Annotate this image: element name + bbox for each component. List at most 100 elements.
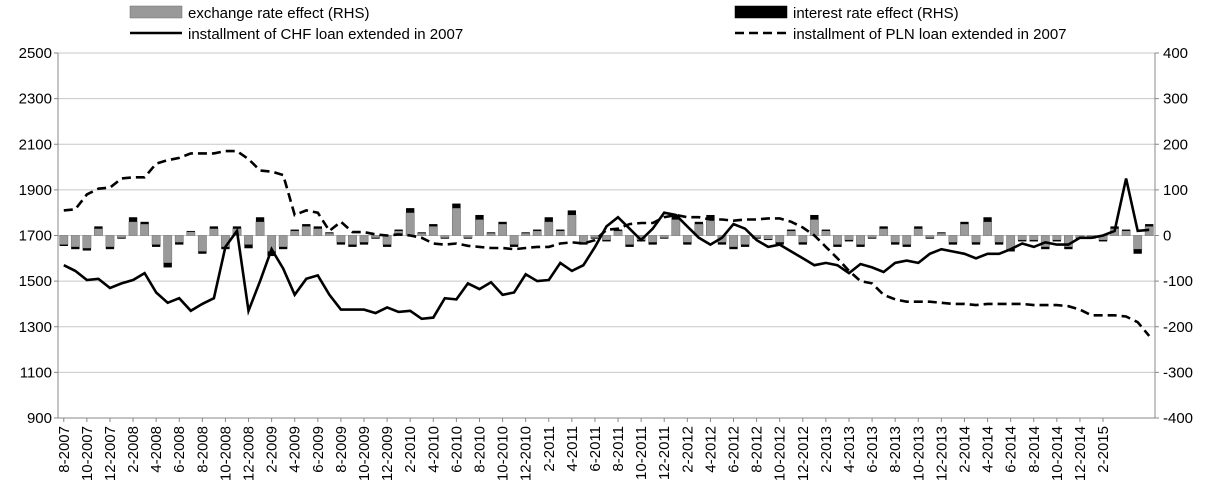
- x-tick-label: 12-2007: [102, 426, 119, 481]
- exchange-rate-bar: [532, 230, 542, 236]
- x-tick-label: 2-2014: [956, 426, 973, 473]
- exchange-rate-bar: [382, 235, 392, 245]
- exchange-rate-bar: [1133, 235, 1143, 250]
- interest-rate-bar: [417, 232, 426, 234]
- x-tick-label: 2-2009: [264, 426, 281, 473]
- exchange-rate-bar: [498, 223, 507, 236]
- exchange-rate-bar: [324, 232, 334, 236]
- interest-rate-bar: [937, 232, 946, 234]
- interest-rate-bar: [186, 230, 195, 232]
- x-tick-label: 6-2009: [310, 426, 327, 473]
- x-tick-label: 8-2008: [194, 426, 211, 473]
- exchange-rate-bar: [348, 235, 357, 245]
- pln-legend-label: installment of PLN loan extended in 2007: [793, 26, 1067, 43]
- exchange-rate-bar: [602, 235, 611, 241]
- x-tick-label: 2-2012: [679, 426, 696, 473]
- interest-rate-bar: [429, 224, 438, 227]
- interest-rate-bar: [613, 229, 623, 231]
- x-tick-label: 2-2008: [125, 426, 142, 473]
- interest-rate-bar: [359, 242, 369, 245]
- left-tick-label: 1100: [20, 364, 52, 381]
- exchange-rate-bar: [648, 235, 658, 243]
- interest-rate-bar: [521, 232, 530, 234]
- right-tick-label: 100: [1163, 182, 1188, 199]
- interest-rate-bar: [452, 203, 461, 209]
- x-tick-label: 10-2013: [910, 426, 927, 481]
- exchange-rate-bar: [960, 223, 969, 236]
- interest-rate-bar: [105, 246, 115, 250]
- x-tick-label: 4-2009: [287, 426, 304, 473]
- exchange-rate-bar: [117, 235, 126, 239]
- x-tick-label: 2-2015: [1095, 426, 1112, 473]
- interest-rate-bar: [567, 210, 577, 215]
- interest-rate-bar: [891, 242, 900, 245]
- exchange-rate-bar: [856, 235, 865, 245]
- x-tick-label: 8-2010: [471, 426, 488, 473]
- exchange-rate-bar: [740, 235, 750, 245]
- interest-rate-bar: [660, 237, 669, 239]
- interest-rate-bar: [798, 242, 807, 245]
- exchange-rate-bar: [706, 219, 715, 236]
- interest-rate-bar: [810, 214, 819, 220]
- right-axis: -400 -300 -200 -100 0 100 200 300 400: [1154, 45, 1193, 427]
- interest-rate-bar: [602, 240, 611, 242]
- x-tick-label: 4-2014: [980, 426, 997, 473]
- interest-rate-bar: [971, 242, 981, 245]
- interest-rate-bar: [175, 242, 184, 245]
- interest-rate-bar: [729, 246, 738, 250]
- interest-rate-bar: [244, 244, 253, 249]
- interest-rate-bar: [371, 237, 380, 239]
- interest-rate-bar: [348, 244, 357, 247]
- exchange-rate-bar: [59, 235, 69, 245]
- exchange-rate-bar: [463, 235, 473, 239]
- interest-rate-bar: [209, 226, 219, 229]
- x-tick-label: 4-2013: [841, 426, 858, 473]
- interest-rate-bar: [325, 232, 334, 234]
- x-tick-label: 8-2012: [749, 426, 766, 473]
- right-tick-label: -400: [1163, 410, 1193, 427]
- exchange-rate-bar: [440, 235, 450, 239]
- exchange-rate-bar: [278, 235, 288, 248]
- interest-rate-bar: [648, 242, 657, 245]
- interest-rate-bar: [313, 226, 322, 229]
- exchange-rate-bar: [197, 235, 207, 252]
- exchange-rate-bar: [186, 231, 196, 236]
- x-tick-label: 8-2009: [333, 426, 350, 473]
- x-tick-label: 6-2008: [171, 426, 188, 473]
- interest-rate-bar: [1041, 246, 1050, 250]
- interest-rate-bar: [336, 242, 346, 245]
- interest-rate-bar: [1029, 240, 1038, 242]
- interest-rate-bar: [960, 221, 969, 225]
- x-tick-label: 10-2008: [217, 426, 234, 481]
- exchange-rate-bar: [1121, 230, 1131, 236]
- interest-rate-bar: [948, 242, 958, 245]
- interest-rate-bar: [1133, 249, 1142, 254]
- left-tick-label: 1500: [19, 273, 52, 290]
- interest-rate-bar: [533, 229, 542, 231]
- interest-rate-bar: [128, 217, 138, 222]
- exchange-rate-bar: [371, 235, 380, 239]
- x-tick-label: 12-2009: [379, 426, 396, 481]
- exchange-rate-bar: [775, 235, 785, 243]
- interest-rate-bar: [163, 262, 172, 268]
- left-tick-label: 2300: [19, 91, 52, 108]
- interest-rate-bar: [821, 229, 831, 231]
- lines: [63, 149, 1151, 337]
- interest-rate-bar: [509, 244, 519, 247]
- x-tick-label: 10-2010: [495, 426, 512, 481]
- interest-rate-bar: [1018, 240, 1027, 242]
- exchange-rate-bar: [925, 235, 935, 239]
- exchange-rate-bar: [1017, 235, 1027, 241]
- right-tick-label: 300: [1163, 91, 1188, 108]
- interest-rate-bar: [1121, 229, 1131, 231]
- x-tick-label: 10-2014: [1049, 426, 1066, 481]
- interest-rate-bar: [983, 217, 992, 222]
- x-tick-label: 2-2013: [818, 426, 835, 473]
- exchange-rate-bar: [405, 212, 415, 236]
- interest-rate-bar: [1064, 246, 1073, 250]
- right-tick-label: -200: [1163, 319, 1193, 336]
- exchange-rate-bar: [590, 235, 600, 239]
- exchange-rate-bar: [844, 235, 854, 241]
- x-tick-label: 6-2012: [726, 426, 743, 473]
- x-tick-label: 6-2013: [864, 426, 881, 473]
